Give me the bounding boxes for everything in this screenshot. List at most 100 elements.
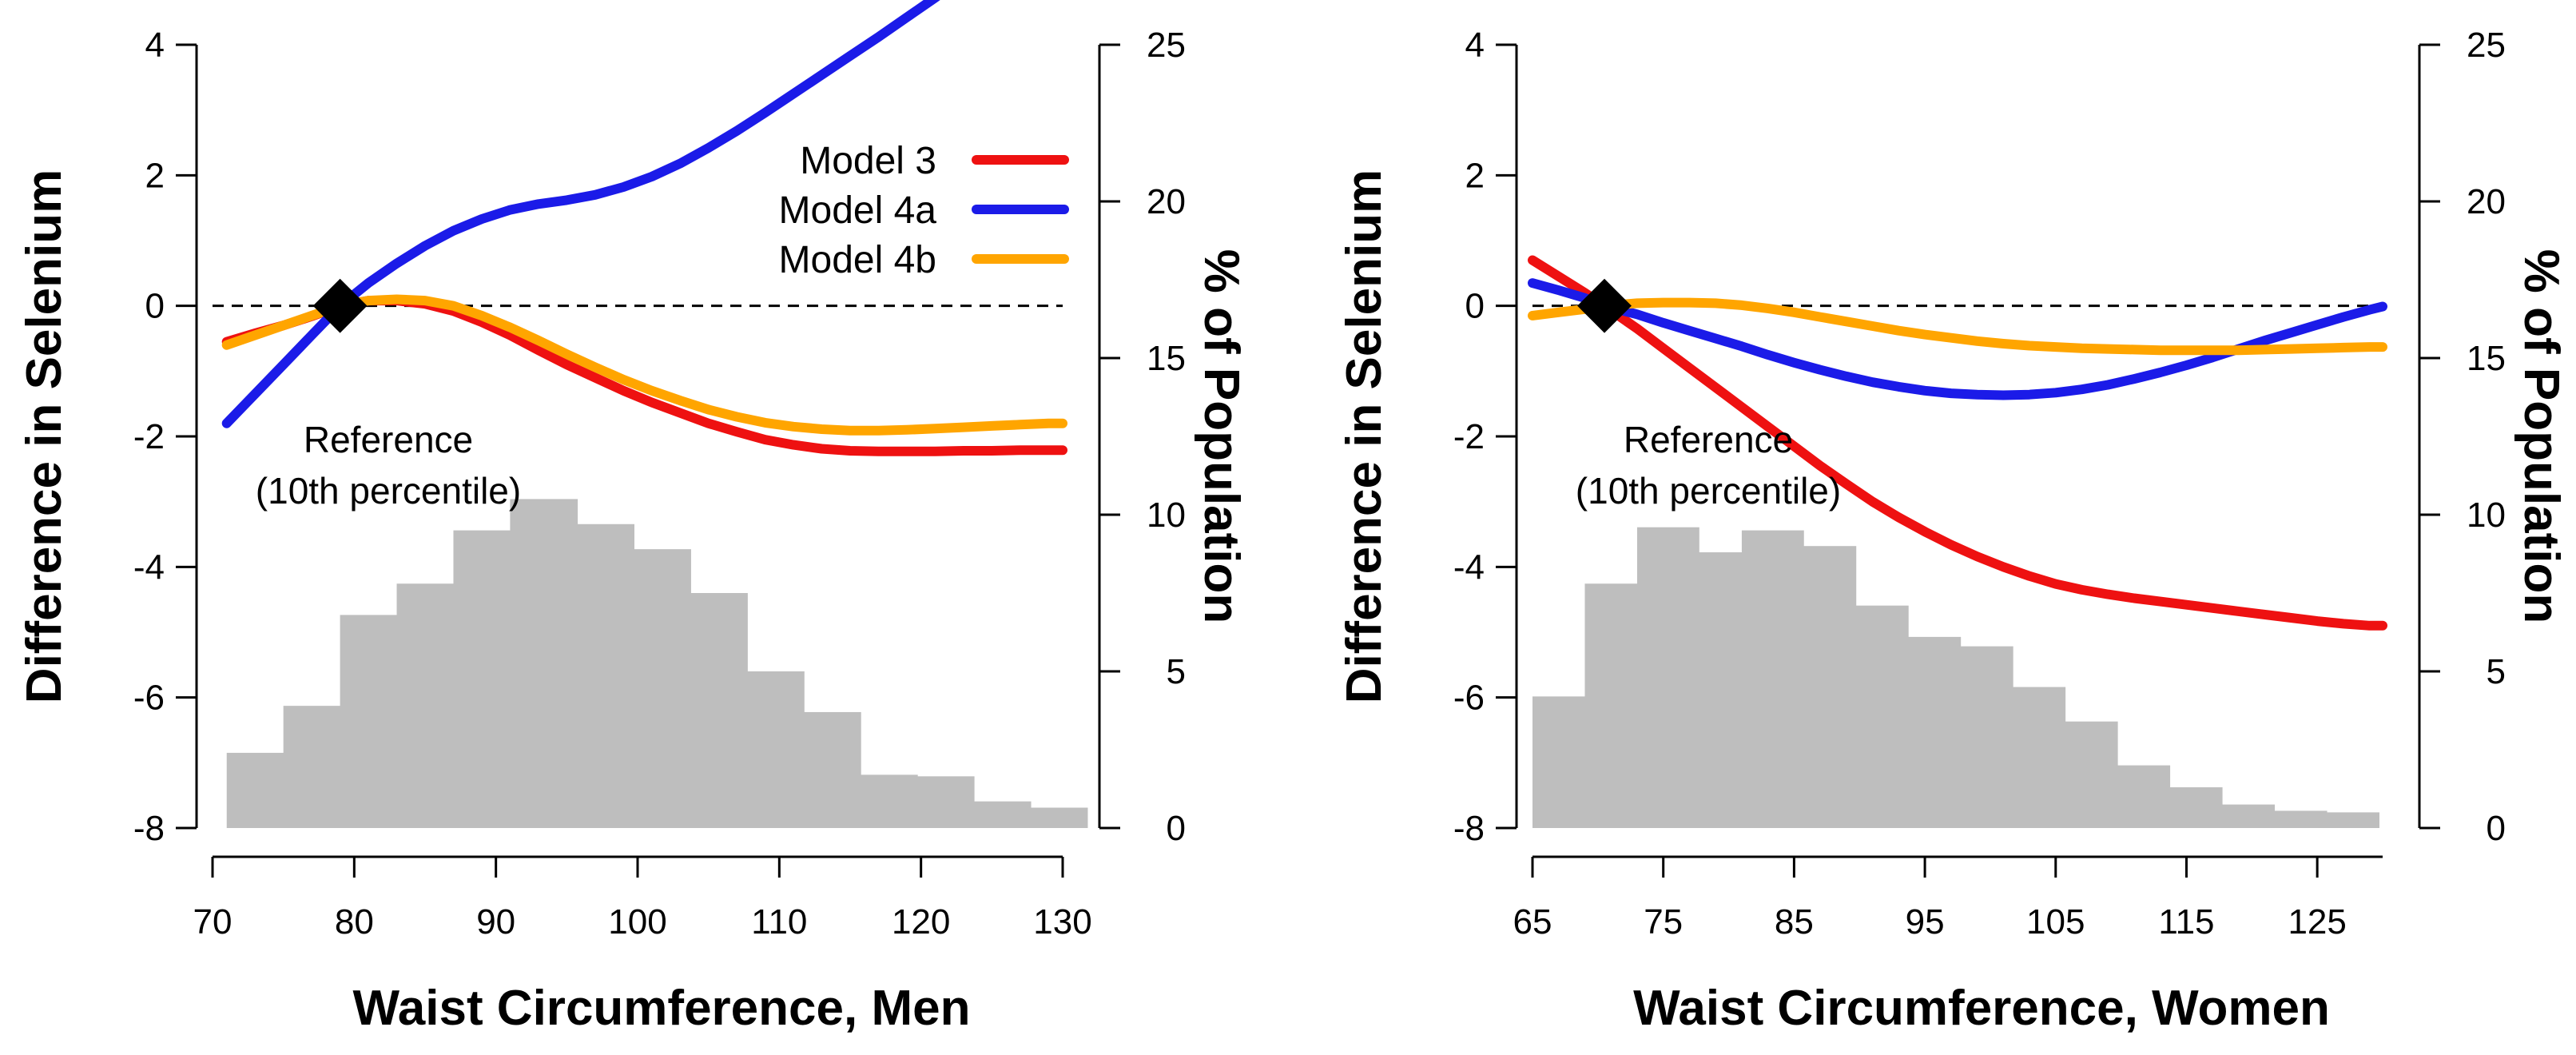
men-y2tick-label-5: 5 (1167, 652, 1186, 691)
men-xtick-label-6: 120 (892, 902, 950, 942)
men-xtick-label-3: 90 (476, 902, 515, 942)
women-y2tick-label-2: 20 (2467, 182, 2506, 221)
women-hist-bar-12 (2108, 765, 2171, 828)
women-hist-bar-2 (1584, 583, 1648, 828)
men-y2tick-label-4: 10 (1147, 496, 1186, 535)
men-y2tick-label-6: 0 (1167, 809, 1186, 848)
men-xtick-label-7: 130 (1033, 902, 1091, 942)
women-y2-axis-title: % of Population (2514, 249, 2569, 623)
women-y2tick-label-6: 0 (2487, 809, 2506, 848)
men-y2tick-label-1: 25 (1147, 26, 1186, 65)
women-hist-bar-16 (2317, 812, 2379, 828)
women-ytick-label-5: -4 (1453, 547, 1485, 587)
women-hist-bar-8 (1898, 636, 1962, 828)
men-hist-bar-8 (623, 549, 691, 828)
women-annotation-line1: Reference (1624, 419, 1793, 460)
women-right-axis: 25 20 15 10 5 0 % of Population (2418, 26, 2569, 848)
women-hist-bar-15 (2264, 810, 2328, 828)
women-ytick-label-2: 2 (1465, 156, 1485, 195)
men-y-axis-title: Difference in Selenium (17, 169, 72, 703)
women-reference-point-marker (1577, 278, 1632, 333)
men-hist-bar-9 (680, 593, 748, 828)
women-y-axis-title: Difference in Selenium (1337, 169, 1392, 703)
women-xtick-label-4: 95 (1906, 902, 1945, 942)
men-hist-bar-6 (510, 499, 578, 828)
men-ytick-label-2: 2 (145, 156, 165, 195)
men-hist-bar-13 (906, 776, 975, 828)
women-hist-bar-4 (1689, 552, 1752, 828)
men-annotation-line1: Reference (304, 419, 473, 460)
men-left-axis: 4 2 0 -2 -4 -6 -8 Difference in Selenium (17, 26, 198, 848)
women-xtick-label-1: 65 (1513, 902, 1552, 942)
women-series-model-3 (1528, 255, 2387, 631)
men-y2-axis-title: % of Population (1194, 249, 1249, 623)
women-series-model-4a (1528, 278, 2387, 400)
legend: Model 3 Model 4a Model 4b (779, 140, 1069, 281)
men-hist-bar-10 (737, 671, 805, 828)
women-y2tick-label-5: 5 (2487, 652, 2506, 691)
men-ytick-label-4: -2 (133, 417, 165, 456)
women-ytick-label-3: 0 (1465, 287, 1485, 326)
men-hist-bar-2 (283, 706, 352, 828)
women-histogram (1532, 527, 2379, 828)
men-xtick-label-4: 100 (608, 902, 666, 942)
men-ytick-label-5: -4 (133, 547, 165, 587)
women-left-axis: 4 2 0 -2 -4 -6 -8 Difference in Selenium (1337, 26, 1518, 848)
men-xtick-label-5: 110 (751, 902, 807, 942)
women-hist-bar-10 (2003, 687, 2066, 828)
men-y2tick-label-3: 15 (1147, 339, 1186, 378)
men-hist-bar-7 (566, 524, 634, 828)
legend-label-model-4b: Model 4b (779, 239, 936, 281)
women-x-axis-title: Waist Circumference, Women (1633, 981, 2330, 1036)
women-hist-bar-6 (1794, 546, 1857, 828)
men-hist-bar-4 (396, 583, 465, 828)
women-ytick-label-4: -2 (1453, 417, 1485, 456)
men-ytick-label-3: 0 (145, 287, 165, 326)
women-hist-bar-13 (2160, 787, 2223, 828)
men-ytick-label-6: -6 (133, 679, 165, 718)
women-xtick-label-6: 115 (2158, 902, 2214, 942)
women-hist-bar-11 (2055, 721, 2118, 828)
men-reference-point-marker (312, 278, 368, 333)
men-hist-bar-11 (793, 711, 861, 828)
women-xtick-label-7: 125 (2288, 902, 2346, 942)
men-ytick-label-1: 4 (145, 26, 165, 65)
men-y2tick-label-2: 20 (1147, 182, 1186, 221)
men-x-axis-title: Waist Circumference, Men (353, 981, 971, 1036)
men-right-axis: 25 20 15 10 5 0 % of Population (1098, 26, 1249, 848)
women-ytick-label-1: 4 (1465, 26, 1485, 65)
women-xtick-label-3: 85 (1775, 902, 1814, 942)
panel-men: Reference (10th percentile) Model 3 Mode… (17, 0, 1249, 1036)
women-y2tick-label-3: 15 (2467, 339, 2506, 378)
women-hist-bar-9 (1950, 646, 2013, 828)
men-hist-bar-12 (850, 774, 918, 828)
women-ytick-label-6: -6 (1453, 679, 1485, 718)
men-series-model-4b (221, 294, 1067, 436)
men-hist-bar-1 (226, 752, 295, 828)
women-hist-bar-5 (1741, 530, 1804, 828)
women-hist-bar-3 (1636, 527, 1699, 828)
men-histogram (226, 499, 1088, 828)
women-annotation-line2: (10th percentile) (1576, 470, 1841, 512)
men-annotation-line2: (10th percentile) (256, 470, 521, 512)
legend-label-model-3: Model 3 (800, 140, 936, 182)
men-bottom-axis: 70 80 90 100 110 120 130 Waist Circumfer… (193, 855, 1092, 1036)
women-hist-bar-14 (2212, 804, 2276, 828)
men-ytick-label-7: -8 (133, 809, 165, 848)
men-xtick-label-1: 70 (193, 902, 233, 942)
men-hist-bar-3 (340, 615, 408, 828)
women-bottom-axis: 65 75 85 95 105 115 125 Waist Circumfere… (1513, 855, 2383, 1036)
women-ytick-label-7: -8 (1453, 809, 1485, 848)
panel-women: Reference (10th percentile) 4 2 0 -2 -4 … (1337, 26, 2569, 1036)
women-xtick-label-5: 105 (2026, 902, 2085, 942)
women-hist-bar-1 (1532, 696, 1595, 828)
men-hist-bar-15 (1020, 807, 1088, 828)
men-hist-bar-5 (453, 530, 522, 828)
women-y2tick-label-4: 10 (2467, 496, 2506, 535)
men-xtick-label-2: 80 (335, 902, 374, 942)
women-hist-bar-7 (1846, 605, 1909, 828)
women-series-model-4b (1528, 297, 2387, 356)
men-hist-bar-14 (963, 801, 1032, 828)
legend-label-model-4a: Model 4a (779, 189, 937, 232)
